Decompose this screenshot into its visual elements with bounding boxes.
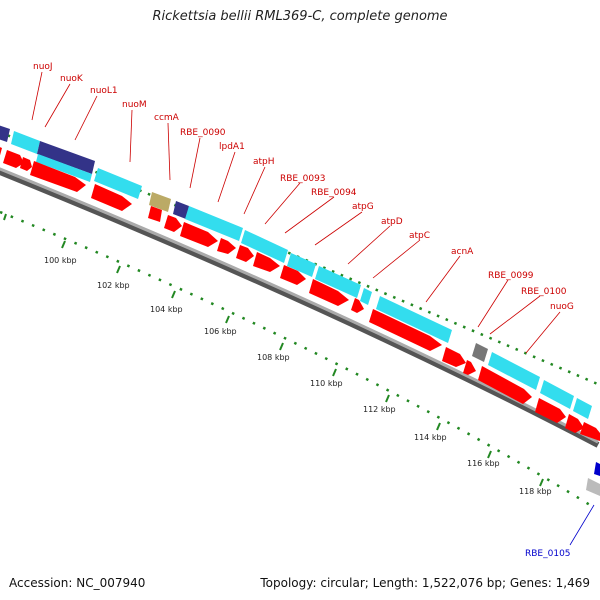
cds-track [0,147,600,441]
cds-arrow [280,265,306,285]
cds-arrow [580,422,600,441]
orf-box [594,462,600,476]
gene-label: nuoG [550,302,574,312]
cds-arrow [0,147,2,156]
gene-label: lpdA1 [219,142,245,152]
gene-label: nuoL1 [90,86,118,96]
ruler-label: 108 kbp [257,353,290,362]
ruler-label: 118 kbp [519,487,552,496]
cds-arrow [442,347,466,367]
cds-arrow [20,157,32,171]
gene-label: RBE_0099 [488,271,534,281]
orf-box [149,192,171,212]
orf-box [36,154,92,182]
orf-box [173,201,189,219]
orf-box [94,168,142,199]
orf-box [573,398,592,419]
cds-arrow [217,238,236,254]
ruler-label: 114 kbp [414,433,447,442]
ruler-label: 116 kbp [467,459,500,468]
gene-label: atpG [352,202,374,212]
orf-box [287,253,316,277]
ruler-label: 112 kbp [363,405,396,414]
orf-box [0,125,10,142]
orf-box [37,141,95,174]
cds-arrow [91,184,132,211]
orf-box [11,131,40,154]
orf-track [0,125,600,496]
orf-box [540,380,574,409]
cds-arrow [30,161,86,192]
ruler-label: 102 kbp [97,281,130,290]
cds-arrow [351,298,364,313]
accession-text: Accession: NC_007940 [9,576,146,590]
ruler-label: 104 kbp [150,305,183,314]
gene-label: RBE_0100 [521,287,567,297]
cds-arrow [3,150,24,168]
gene-label: RBE_0105 [525,549,571,559]
ruler-label: 110 kbp [310,379,343,388]
ruler-label: 100 kbp [44,256,77,265]
cds-arrow [565,414,584,433]
cds-arrow [148,206,162,222]
orf-box [376,296,452,343]
gene-label: atpD [381,217,403,227]
cds-arrow [478,366,532,404]
orf-box [488,352,540,390]
cds-arrow [164,215,182,232]
cds-arrow [180,222,218,247]
cds-arrow [309,279,349,306]
gene-label: ccmA [154,113,180,123]
gene-label: RBE_0093 [280,174,326,184]
orf-box [241,230,288,263]
label-leaders [31,71,561,354]
ruler-label: 106 kbp [204,327,237,336]
genome-backbone-shadow [0,168,600,448]
gene-label: RBE_0094 [311,188,357,198]
gene-label: nuoM [122,100,147,110]
cds-arrow [463,360,476,375]
cds-arrow [253,252,280,272]
cds-arrow [535,398,566,423]
orf-box [586,478,600,496]
orf-box [360,288,372,305]
gene-label: atpC [409,231,430,241]
label-leader-blue [569,504,595,546]
gene-label: atpH [253,157,275,167]
orf-box [185,206,243,241]
orf-box [315,266,361,298]
gene-label: nuoJ [33,62,53,72]
gene-label: acnA [451,247,474,257]
ruler-labels: 100 kbp 102 kbp 104 kbp 106 kbp 108 kbp … [44,256,552,496]
gene-labels: nuoJ nuoK nuoL1 nuoM ccmA RBE_0090 lpdA1… [33,62,574,559]
topology-text: Topology: circular; Length: 1,522,076 bp… [260,576,590,590]
ruler-ticks [3,213,544,487]
gene-label: RBE_0090 [180,128,226,138]
cds-arrow [369,309,442,351]
cds-arrow [236,245,254,262]
orf-box [472,343,488,362]
map-title: Rickettsia bellii RML369-C, complete gen… [152,9,448,24]
gene-label: nuoK [60,74,84,84]
